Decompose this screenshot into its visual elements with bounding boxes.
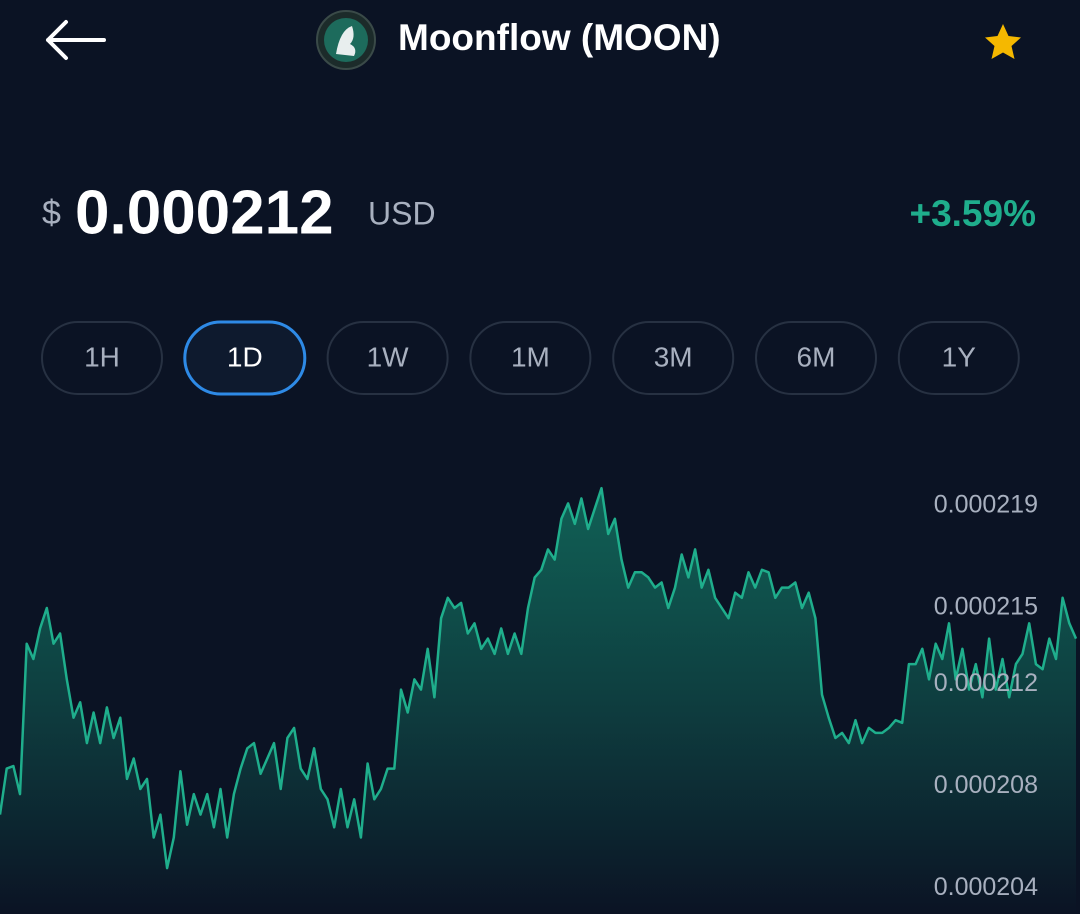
coin-icon <box>316 10 376 70</box>
currency-symbol: $ <box>42 194 61 232</box>
y-tick-label: 0.000208 <box>934 771 1038 799</box>
y-tick-label: 0.000212 <box>934 669 1038 697</box>
favorite-star[interactable] <box>985 24 1021 59</box>
timeframe-tab[interactable]: 3M <box>612 321 735 395</box>
timeframe-tab[interactable]: 1H <box>41 321 163 395</box>
tab-label[interactable]: 1D <box>227 341 263 372</box>
back-button[interactable] <box>46 20 106 60</box>
title: Moonflow (MOON) <box>398 17 721 58</box>
tab-pill[interactable] <box>41 321 163 395</box>
tab-label[interactable]: 3M <box>654 341 693 372</box>
price-value: 0.000212 <box>75 178 334 247</box>
tab-label[interactable]: 6M <box>797 341 836 372</box>
tab-label[interactable]: 1W <box>367 341 410 372</box>
tab-pill[interactable] <box>326 321 449 395</box>
y-tick-label: 0.000204 <box>934 873 1038 901</box>
coin-wolf <box>336 26 356 56</box>
timeframe-tab[interactable]: 6M <box>755 321 877 395</box>
tab-pill[interactable] <box>469 321 592 395</box>
back-arrow[interactable] <box>46 20 106 60</box>
price-chart: 0.000204 0.000208 0.000212 0.000215 0.000219 <box>0 486 1078 914</box>
tab-label[interactable]: 1M <box>511 341 550 372</box>
area <box>0 488 1076 914</box>
line <box>0 486 1078 870</box>
tab-pill[interactable] <box>183 320 307 396</box>
y-tick-label: 0.000215 <box>934 593 1038 621</box>
price-change: +3.59% <box>909 193 1036 234</box>
timeframe-tabs: 1H 1D 1W 1M 3M 6M 1Y <box>41 320 1020 396</box>
timeframe-tab[interactable]: 1D <box>183 320 307 396</box>
price-unit: USD <box>368 195 436 231</box>
tab-pill[interactable] <box>897 321 1020 395</box>
y-tick-label: 0.000219 <box>934 491 1038 519</box>
tab-label[interactable]: 1H <box>84 341 120 372</box>
tab-pill[interactable] <box>755 321 877 395</box>
tab-label[interactable]: 1Y <box>942 341 977 372</box>
timeframe-tab[interactable]: 1Y <box>897 321 1020 395</box>
tab-pill[interactable] <box>612 321 735 395</box>
timeframe-tab[interactable]: 1W <box>326 321 449 395</box>
timeframe-tab[interactable]: 1M <box>469 321 592 395</box>
